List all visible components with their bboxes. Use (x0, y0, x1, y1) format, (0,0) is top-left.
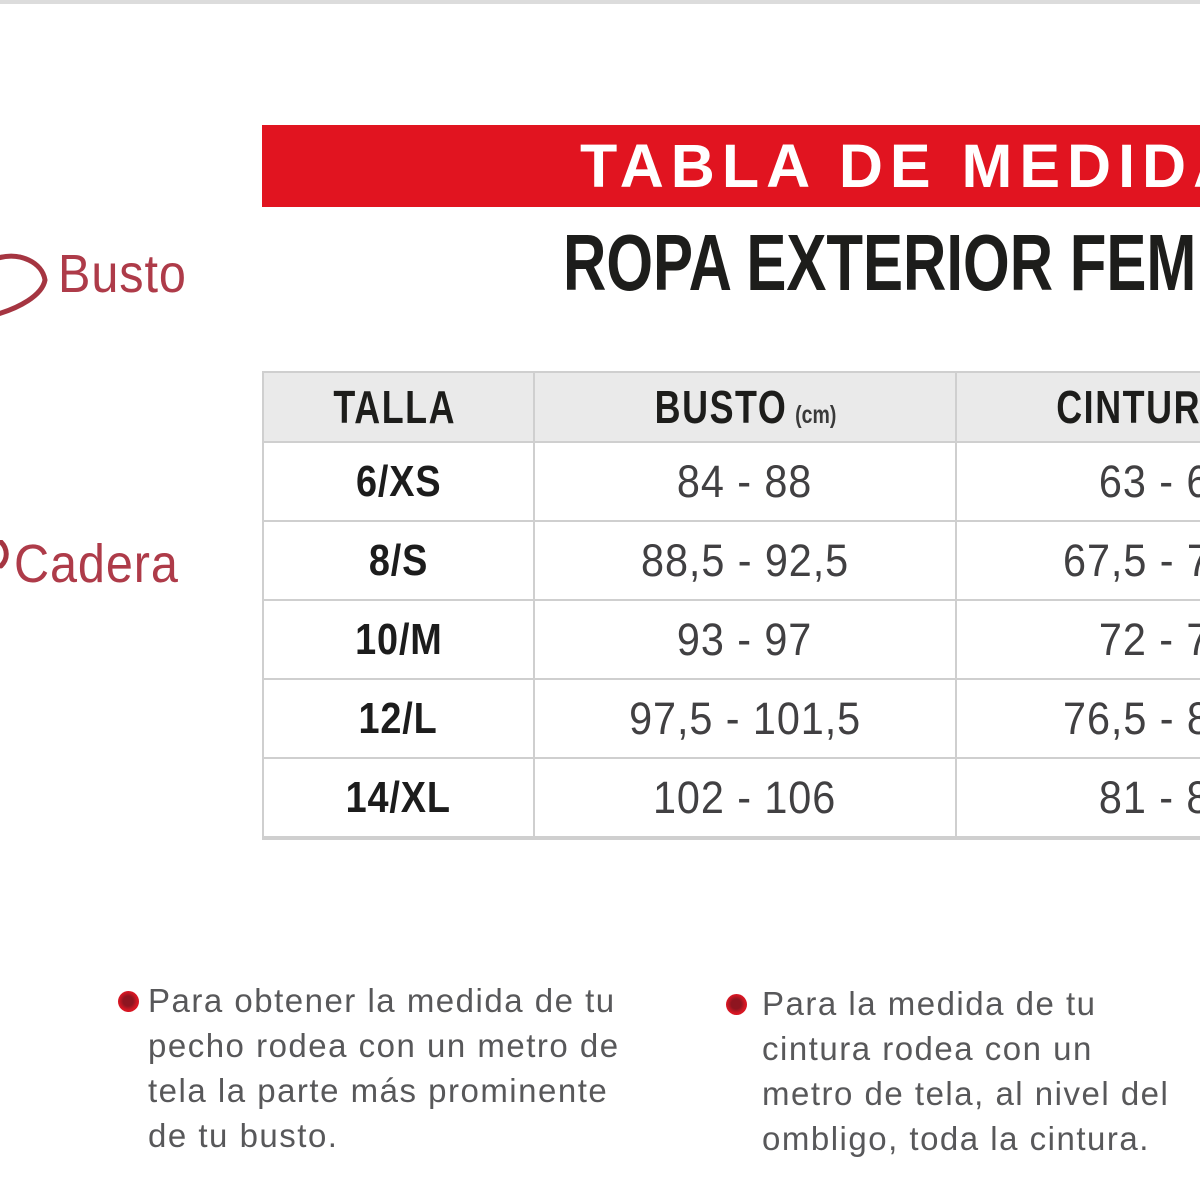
note-busto-line: pecho rodea con un metro de (148, 1027, 620, 1064)
cell-cintura-row2: 67,5 - 71,5 (957, 522, 1200, 601)
busto-measure-ellipse-icon (0, 253, 48, 316)
cadera-measure-ellipse-icon (0, 540, 9, 569)
note-busto-line: de tu busto. (148, 1117, 339, 1154)
cell-busto-row3: 93 - 97 (535, 601, 957, 680)
cell-talla-row4: 12/L (264, 680, 535, 759)
note-cintura-line: cintura rodea con un (762, 1030, 1093, 1067)
cell-cintura-row1: 63 - 67 (957, 443, 1200, 522)
header-talla: TALLA (264, 373, 535, 443)
header-busto: BUSTO (cm) (535, 373, 957, 443)
cell-talla-row3: 10/M (264, 601, 535, 680)
note-cintura: Para la medida de tu cintura rodea con u… (762, 981, 1169, 1161)
cell-talla-row2: 8/S (264, 522, 535, 601)
cell-busto-row5: 102 - 106 (535, 759, 957, 838)
top-border-strip (0, 0, 1200, 4)
header-cintura: CINTURA(cm) (957, 373, 1200, 443)
cell-cintura-row3: 72 - 76 (957, 601, 1200, 680)
cell-busto-row2: 88,5 - 92,5 (535, 522, 957, 601)
figure-label-busto: Busto (58, 244, 187, 304)
cell-cintura-row5: 81 - 85 (957, 759, 1200, 838)
title-banner: TABLA DE MEDIDAS (262, 125, 1200, 207)
cell-busto-row4: 97,5 - 101,5 (535, 680, 957, 759)
note-cintura-line: ombligo, toda la cintura. (762, 1120, 1150, 1157)
note-busto: Para obtener la medida de tu pecho rodea… (148, 978, 620, 1158)
cell-talla-row1: 6/XS (264, 443, 535, 522)
bullet-icon (726, 994, 747, 1015)
cell-busto-row1: 84 - 88 (535, 443, 957, 522)
note-busto-line: Para obtener la medida de tu (148, 982, 616, 1019)
note-cintura-line: metro de tela, al nivel del (762, 1075, 1170, 1112)
note-cintura-line: Para la medida de tu (762, 985, 1097, 1022)
page-subtitle: ROPA EXTERIOR FEMENINA (563, 218, 1200, 307)
note-busto-line: tela la parte más prominente (148, 1072, 609, 1109)
cell-cintura-row4: 76,5 - 80,5 (957, 680, 1200, 759)
bullet-icon (118, 991, 139, 1012)
cell-talla-row5: 14/XL (264, 759, 535, 838)
size-table: TALLA BUSTO(cm) CINTURA(cm) 6/XS 84 - 88… (262, 371, 1200, 840)
page-title: TABLA DE MEDIDAS (580, 132, 1200, 200)
figure-label-cadera: Cadera (14, 534, 179, 594)
